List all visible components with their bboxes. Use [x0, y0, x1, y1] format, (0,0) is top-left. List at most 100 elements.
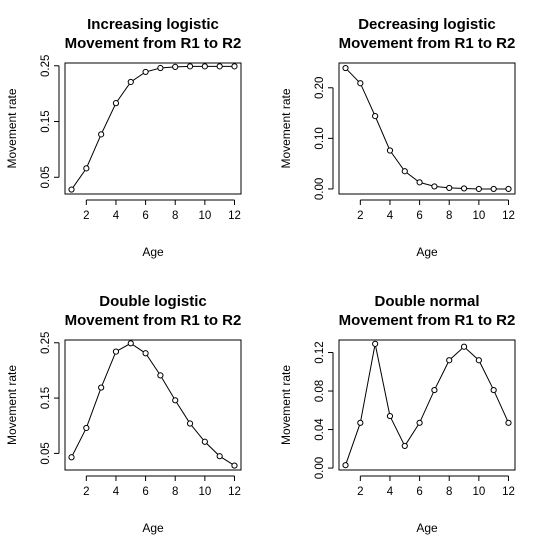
x-tick-label: 12	[228, 486, 241, 498]
data-point	[357, 419, 364, 426]
x-tick-label: 10	[198, 210, 211, 222]
x-axis-label: Age	[416, 245, 438, 259]
x-tick-label: 12	[502, 210, 515, 222]
y-axis-label: Movement rate	[5, 88, 19, 168]
plot-frame	[338, 339, 516, 471]
x-tick-label: 6	[416, 210, 422, 222]
data-point	[216, 453, 223, 460]
data-point	[431, 386, 438, 394]
x-tick-label: 4	[387, 210, 394, 222]
data-point	[83, 424, 90, 432]
x-tick-label: 10	[472, 486, 485, 498]
chart-title-line-2: Movement from R1 to R2	[339, 35, 516, 52]
plot-frame	[64, 339, 242, 471]
data-point	[172, 63, 179, 71]
y-tick-label: 0.00	[314, 178, 326, 200]
data-point	[372, 113, 379, 120]
data-point	[157, 372, 164, 379]
y-axis-label: Movement rate	[279, 365, 293, 445]
x-tick-label: 2	[357, 486, 363, 498]
data-point	[386, 412, 394, 420]
x-tick-label: 2	[83, 486, 89, 498]
data-point	[357, 80, 364, 87]
chart-panel-1: Increasing logistic Movement from R1 to R…	[5, 16, 242, 259]
x-tick-label: 4	[113, 210, 120, 222]
data-point	[172, 397, 179, 404]
x-tick-label: 6	[142, 210, 148, 222]
data-point	[201, 438, 208, 445]
y-tick-label: 0.25	[40, 55, 52, 77]
data-point	[127, 340, 134, 347]
x-tick-label: 6	[142, 486, 148, 498]
series-line	[71, 65, 235, 190]
data-point	[186, 420, 194, 427]
x-tick-label: 8	[172, 486, 178, 498]
data-point	[505, 185, 512, 193]
data-point	[186, 63, 194, 70]
data-point	[157, 64, 164, 72]
series-line	[345, 67, 509, 190]
data-point	[446, 357, 453, 364]
data-point	[83, 165, 90, 172]
data-point	[475, 357, 482, 364]
chart-title-line-1: Double normal	[374, 293, 479, 310]
chart-title-line-2: Movement from R1 to R2	[65, 312, 242, 329]
chart-title-line-1: Double logistic	[99, 293, 207, 310]
chart-title-line-1: Decreasing logistic	[358, 16, 496, 33]
data-point	[112, 100, 120, 107]
data-point	[142, 68, 149, 76]
data-point	[201, 63, 208, 70]
plot-frame	[64, 62, 242, 195]
data-point	[446, 184, 453, 192]
data-point	[475, 185, 482, 193]
x-tick-label: 2	[357, 210, 363, 222]
y-tick-label: 0.10	[314, 127, 326, 149]
plot-frame	[338, 62, 516, 195]
data-point	[490, 185, 497, 193]
data-point	[231, 63, 238, 70]
x-tick-label: 8	[172, 210, 178, 222]
y-tick-label: 0.05	[40, 166, 52, 188]
y-tick-label: 0.08	[314, 380, 326, 402]
chart-title-line-2: Movement from R1 to R2	[65, 35, 242, 52]
data-point	[142, 350, 149, 357]
data-point	[98, 131, 105, 138]
series-line	[71, 342, 235, 466]
series-line	[345, 343, 509, 466]
y-tick-label: 0.04	[314, 418, 326, 441]
y-tick-label: 0.12	[314, 341, 326, 363]
data-point	[416, 179, 423, 186]
y-axis-label: Movement rate	[5, 365, 19, 445]
chart-panel-4: Double normal Movement from R1 to R2 2 4 6 8 1…	[279, 293, 516, 535]
data-point	[231, 462, 238, 469]
chart-title-line-1: Increasing logistic	[87, 16, 219, 33]
data-point	[372, 340, 379, 347]
x-tick-label: 12	[502, 486, 515, 498]
x-tick-label: 4	[387, 486, 394, 498]
x-axis-label: Age	[142, 245, 164, 259]
x-tick-label: 10	[472, 210, 485, 222]
data-point	[98, 384, 105, 391]
data-point	[386, 147, 394, 154]
x-tick-label: 10	[198, 486, 211, 498]
x-tick-label: 8	[446, 486, 452, 498]
chart-title-line-2: Movement from R1 to R2	[339, 312, 516, 329]
data-point	[127, 78, 134, 86]
x-axis-label: Age	[142, 521, 164, 535]
y-tick-label: 0.15	[40, 387, 52, 409]
x-tick-label: 8	[446, 210, 452, 222]
data-point	[112, 348, 120, 355]
chart-panel-3: Double logistic Movement from R1 to R2 2 4 6…	[5, 293, 242, 535]
data-point	[416, 419, 423, 426]
data-point	[68, 454, 75, 461]
data-point	[216, 63, 223, 70]
data-point	[431, 183, 438, 190]
data-point	[401, 168, 408, 175]
data-point	[342, 64, 349, 72]
x-tick-label: 6	[416, 486, 422, 498]
data-point	[68, 186, 75, 193]
data-point	[401, 442, 408, 450]
data-point	[342, 462, 349, 469]
y-tick-label: 0.25	[40, 332, 52, 354]
